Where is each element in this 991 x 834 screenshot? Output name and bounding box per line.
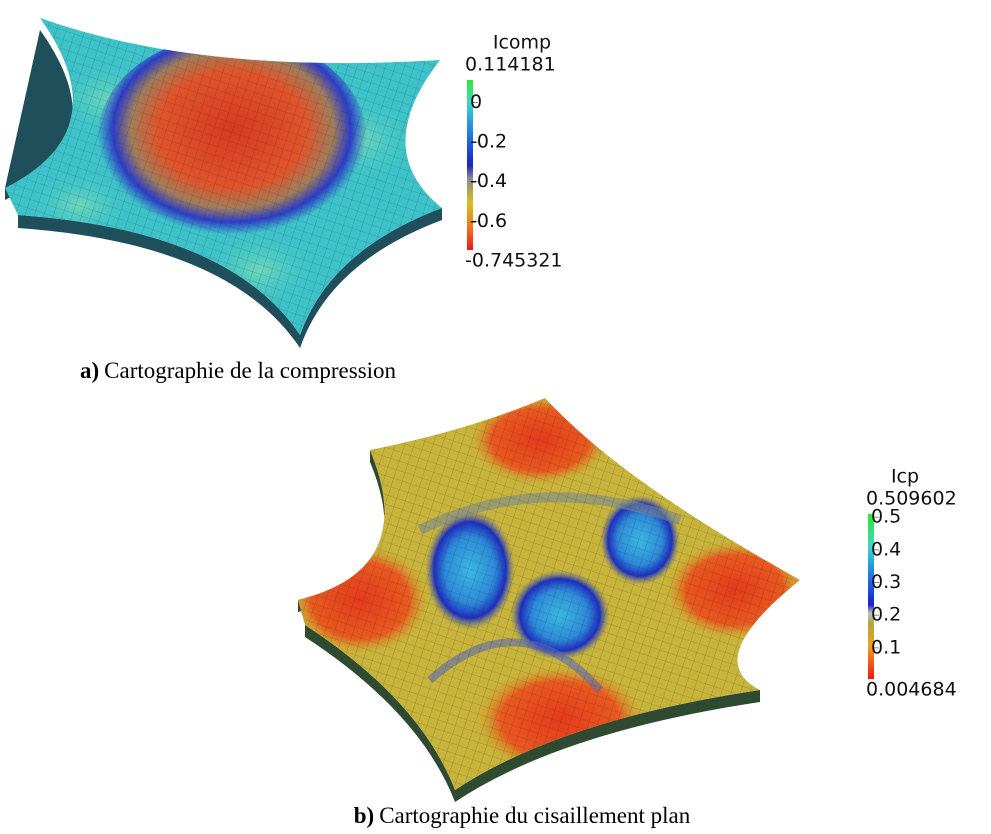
tick-label: -0.6 <box>470 210 507 232</box>
colorbar-max: 0.509602 <box>866 488 957 510</box>
caption-text: Cartographie du cisaillement plan <box>379 803 691 828</box>
tick-label: -0.2 <box>470 131 507 153</box>
colorbar <box>868 514 874 679</box>
tick-label: 0.5 <box>871 506 901 528</box>
colorbar-min: 0.004684 <box>866 679 957 701</box>
caption-b: b) Cartographie du cisaillement plan <box>354 803 691 828</box>
tick-label: -0.4 <box>470 170 507 192</box>
colorbar-title: Icp <box>891 466 919 488</box>
tick-label: 0 <box>470 91 482 113</box>
tick-label: 0.3 <box>871 571 901 593</box>
colorbar-title: Icomp <box>493 32 551 54</box>
surface-a <box>5 18 442 348</box>
colorbar-min: -0.745321 <box>465 250 563 272</box>
caption-label: a) <box>80 358 99 383</box>
colorbars: Icomp0.114181-0.7453210-0.2-0.4-0.6Icp0.… <box>465 32 957 701</box>
colorbar <box>467 80 473 250</box>
surface-b <box>298 398 800 802</box>
tick-label: 0.2 <box>871 604 901 626</box>
caption-text: Cartographie de la compression <box>104 358 396 383</box>
colorbar-max: 0.114181 <box>465 54 556 76</box>
tick-label: 0.4 <box>871 538 901 560</box>
tick-label: 0.1 <box>871 636 901 658</box>
caption-label: b) <box>354 803 374 828</box>
caption-a: a) Cartographie de la compression <box>80 358 397 383</box>
